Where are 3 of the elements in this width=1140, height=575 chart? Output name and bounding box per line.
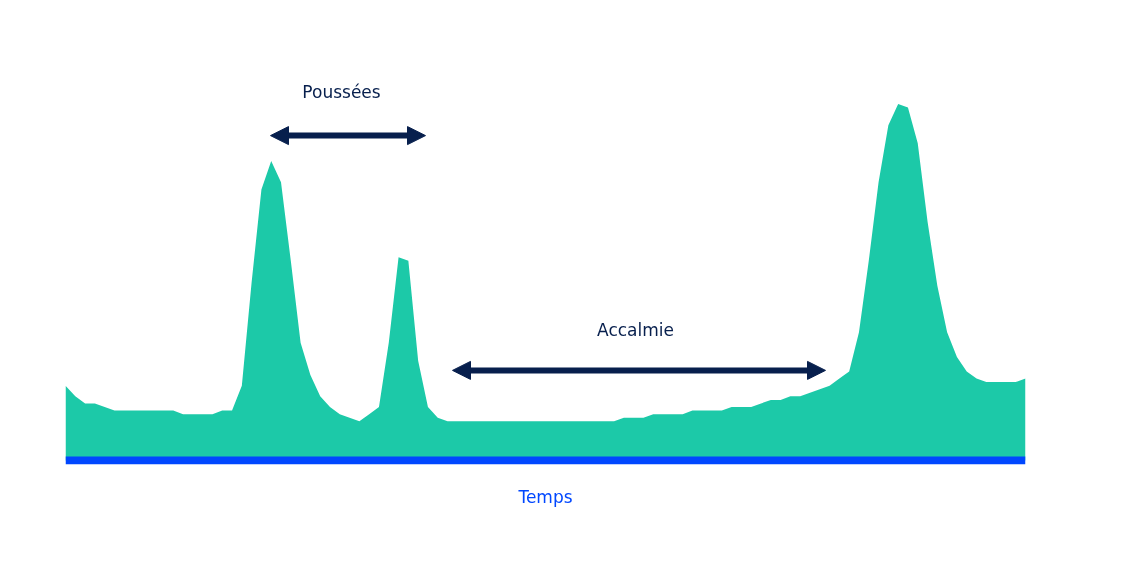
text: Poussées [302, 82, 381, 103]
annotation: Accalmie [597, 319, 674, 340]
x-axis-title: Temps [517, 486, 573, 507]
